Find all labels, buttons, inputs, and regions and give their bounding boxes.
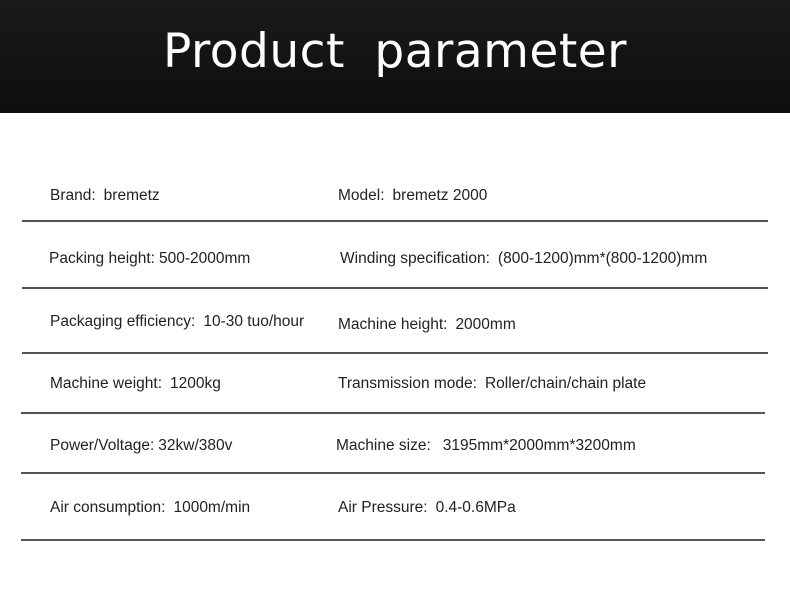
param-label: Model: (338, 187, 385, 204)
param-value: bremetz 2000 (392, 187, 488, 204)
param-machine-height: Machine height: 2000mm (338, 316, 516, 334)
param-model: Model: bremetz 2000 (338, 187, 487, 205)
param-label: Machine weight: (50, 375, 163, 392)
param-machine-size: Machine size: 3195mm*2000mm*3200mm (336, 437, 636, 455)
param-label: Brand: (50, 187, 96, 204)
param-air-consumption: Air consumption: 1000m/min (50, 499, 250, 517)
row-divider (21, 472, 765, 474)
table-row: Packing height: 500-2000mm Winding specif… (0, 250, 790, 270)
param-label: Air consumption: (50, 499, 166, 516)
param-value: Roller/chain/chain plate (484, 375, 647, 392)
header-banner: Product parameter (0, 0, 790, 113)
param-label: Winding specification: (340, 250, 490, 267)
page-title: Product parameter (162, 24, 628, 79)
param-label: Transmission mode: (338, 375, 477, 392)
param-value: (800-1200)mm*(800-1200)mm (497, 250, 708, 267)
param-packaging-efficiency: Packaging efficiency: 10-30 tuo/hour (50, 313, 304, 331)
param-value: 0.4-0.6MPa (435, 499, 516, 516)
param-label: Packing height: (49, 250, 155, 267)
param-transmission-mode: Transmission mode: Roller/chain/chain pla… (338, 375, 646, 393)
param-value: 10-30 tuo/hour (203, 313, 305, 330)
param-label: Power/Voltage: (50, 437, 155, 454)
table-row: Air consumption: 1000m/min Air Pressure: 0… (0, 499, 790, 519)
param-winding-specification: Winding specification: (800-1200)mm*(800-… (340, 250, 707, 268)
param-value: 1000m/min (173, 499, 251, 516)
param-brand: Brand: bremetz (50, 187, 160, 205)
param-label: Packaging efficiency: (50, 313, 196, 330)
param-machine-weight: Machine weight: 1200kg (50, 375, 221, 393)
param-value: 32kw/380v (158, 437, 233, 454)
table-row: Power/Voltage: 32kw/380v Machine size: 319… (0, 437, 790, 457)
param-value: 500-2000mm (159, 250, 251, 267)
param-value: 1200kg (170, 375, 221, 392)
param-label: Machine height: (338, 316, 448, 333)
param-label: Machine size: (336, 437, 431, 454)
param-value: bremetz (103, 187, 160, 204)
table-row: Brand: bremetz Model: bremetz 2000 (0, 187, 790, 207)
param-label: Air Pressure: (338, 499, 428, 516)
table-row: Machine weight: 1200kg Transmission mode:… (0, 375, 790, 395)
param-power-voltage: Power/Voltage: 32kw/380v (50, 437, 232, 455)
row-divider (21, 412, 765, 414)
row-divider (22, 220, 768, 222)
table-row: Packaging efficiency: 10-30 tuo/hour Mach… (0, 313, 790, 333)
row-divider (22, 352, 768, 354)
row-divider (22, 287, 768, 289)
param-value: 3195mm*2000mm*3200mm (442, 437, 636, 454)
param-air-pressure: Air Pressure: 0.4-0.6MPa (338, 499, 516, 517)
param-packing-height: Packing height: 500-2000mm (49, 250, 250, 268)
row-divider (21, 539, 765, 541)
param-value: 2000mm (455, 316, 516, 333)
